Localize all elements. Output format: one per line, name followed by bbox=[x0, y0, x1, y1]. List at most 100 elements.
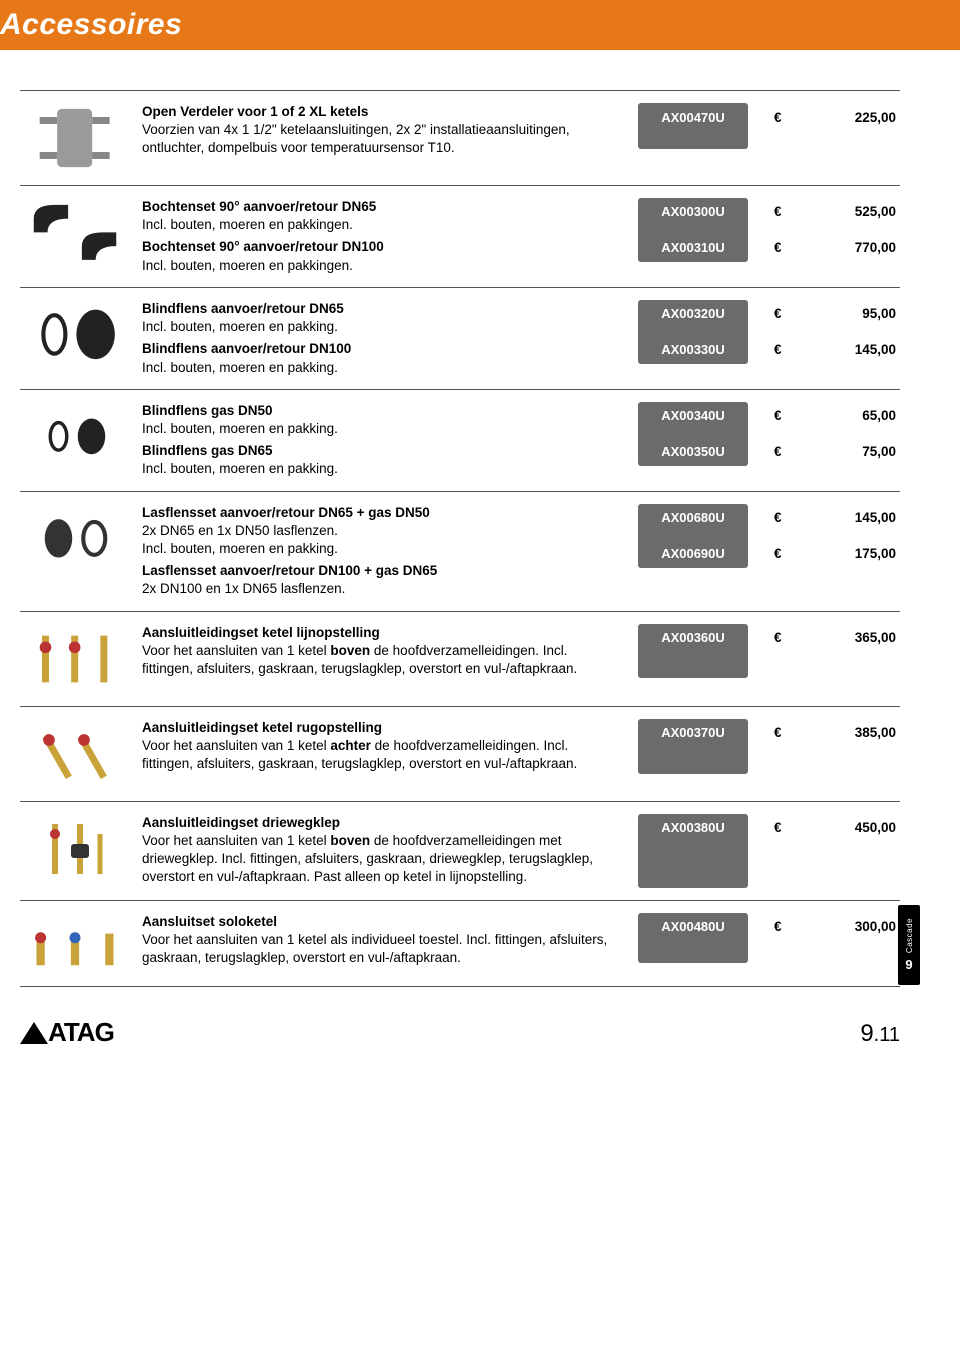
currency-symbol: € bbox=[774, 110, 790, 125]
product-subtext: 2x DN100 en 1x DN65 lasflenzen. bbox=[142, 580, 616, 598]
price-column: €385,00 bbox=[760, 719, 900, 747]
price-amount: 65,00 bbox=[862, 408, 896, 423]
product-subtext: Voor het aansluiten van 1 ketel als indi… bbox=[142, 931, 616, 967]
price-gap bbox=[760, 226, 900, 234]
catalog-row: Open Verdeler voor 1 of 2 XL ketelsVoorz… bbox=[20, 90, 900, 186]
catalog-row: Aansluitleidingset driewegklepVoor het a… bbox=[20, 802, 900, 901]
product-thumb bbox=[20, 300, 130, 369]
product-title: Lasflensset aanvoer/retour DN65 + gas DN… bbox=[142, 505, 430, 520]
product-code: AX00350U bbox=[638, 438, 748, 466]
product-title: Bochtenset 90° aanvoer/retour DN65 bbox=[142, 199, 376, 214]
catalog-row: Blindflens aanvoer/retour DN65 Incl. bout… bbox=[20, 288, 900, 390]
product-description: Aansluitleidingset driewegklepVoor het a… bbox=[142, 814, 626, 887]
code-column: AX00320U AX00330U bbox=[638, 300, 748, 364]
product-thumb bbox=[20, 719, 130, 789]
page-title: Accessoires bbox=[0, 8, 182, 42]
code-column: AX00470U bbox=[638, 103, 748, 149]
product-item: Bochtenset 90° aanvoer/retour DN65 Incl. … bbox=[142, 198, 616, 234]
product-thumb bbox=[20, 913, 130, 975]
product-subtext: Incl. bouten, moeren en pakkingen. bbox=[142, 216, 616, 234]
price-column: €365,00 bbox=[760, 624, 900, 652]
product-item: Aansluitset soloketelVoor het aansluiten… bbox=[142, 913, 616, 968]
price-gap bbox=[760, 532, 900, 540]
price-line: €145,00 bbox=[760, 336, 900, 364]
product-code: AX00680U bbox=[638, 504, 748, 532]
product-code: AX00330U bbox=[638, 336, 748, 364]
product-item: Aansluitleidingset ketel rugopstellingVo… bbox=[142, 719, 616, 774]
product-title: Open Verdeler voor 1 of 2 XL ketels bbox=[142, 104, 368, 119]
logo-text: ATAG bbox=[48, 1017, 114, 1048]
product-item: Blindflens gas DN65Incl. bouten, moeren … bbox=[142, 442, 616, 478]
price-amount: 525,00 bbox=[855, 204, 896, 219]
product-item: Blindflens aanvoer/retour DN65Incl. bout… bbox=[142, 300, 616, 336]
product-item: Open Verdeler voor 1 of 2 XL ketelsVoorz… bbox=[142, 103, 616, 158]
price-line: €95,00 bbox=[760, 300, 900, 328]
code-column: AX00340U AX00350U bbox=[638, 402, 748, 466]
product-description: Blindflens aanvoer/retour DN65 Incl. bout… bbox=[142, 300, 626, 377]
price-column: €450,00 bbox=[760, 814, 900, 842]
catalog-row: Blindflens gas DN50 Incl. bouten, moeren … bbox=[20, 390, 900, 492]
section-tab-label: Cascade bbox=[905, 918, 914, 953]
price-column: €95,00 €145,00 bbox=[760, 300, 900, 364]
currency-symbol: € bbox=[774, 342, 790, 357]
currency-symbol: € bbox=[774, 725, 790, 740]
product-subtext: Incl. bouten, moeren en pakking. bbox=[142, 460, 616, 478]
price-amount: 75,00 bbox=[862, 444, 896, 459]
product-code: AX00310U bbox=[638, 234, 748, 262]
currency-symbol: € bbox=[774, 240, 790, 255]
product-subtext: Incl. bouten, moeren en pakkingen. bbox=[142, 257, 616, 275]
product-code: AX00300U bbox=[638, 198, 748, 226]
code-gap bbox=[638, 226, 748, 234]
currency-symbol: € bbox=[774, 546, 790, 561]
section-tab: Cascade 9 bbox=[898, 905, 920, 985]
product-item: Aansluitleidingset ketel lijnopstellingV… bbox=[142, 624, 616, 679]
code-gap bbox=[638, 430, 748, 438]
product-thumb bbox=[20, 624, 130, 694]
product-title: Blindflens gas DN50 bbox=[142, 403, 273, 418]
product-code: AX00370U bbox=[638, 719, 748, 747]
price-column: €225,00 bbox=[760, 103, 900, 131]
price-amount: 145,00 bbox=[855, 510, 896, 525]
price-line: €175,00 bbox=[760, 540, 900, 568]
product-title: Bochtenset 90° aanvoer/retour DN100 bbox=[142, 239, 384, 254]
price-line: €75,00 bbox=[760, 438, 900, 466]
price-amount: 95,00 bbox=[862, 306, 896, 321]
product-subtext: Incl. bouten, moeren en pakking. bbox=[142, 420, 616, 438]
product-item: Lasflensset aanvoer/retour DN100 + gas D… bbox=[142, 562, 616, 598]
price-amount: 770,00 bbox=[855, 240, 896, 255]
price-amount: 365,00 bbox=[855, 630, 896, 645]
product-subtext: 2x DN65 en 1x DN50 lasflenzen. bbox=[142, 522, 616, 540]
product-code: AX00340U bbox=[638, 402, 748, 430]
product-thumb bbox=[20, 103, 130, 173]
product-code: AX00470U bbox=[638, 103, 748, 131]
brand-logo: ATAG bbox=[20, 1017, 114, 1048]
product-item: Bochtenset 90° aanvoer/retour DN100 Incl.… bbox=[142, 238, 616, 274]
price-column: €145,00 €175,00 bbox=[760, 504, 900, 568]
product-item: Blindflens gas DN50 Incl. bouten, moeren … bbox=[142, 402, 616, 438]
currency-symbol: € bbox=[774, 408, 790, 423]
price-line: €365,00 bbox=[760, 624, 900, 652]
product-subtext: Voor het aansluiten van 1 ketel boven de… bbox=[142, 832, 616, 887]
product-code: AX00380U bbox=[638, 814, 748, 842]
code-column: AX00360U bbox=[638, 624, 748, 679]
code-column: AX00380U bbox=[638, 814, 748, 888]
product-subtext: Incl. bouten, moeren en pakking. bbox=[142, 359, 616, 377]
code-gap bbox=[638, 328, 748, 336]
product-description: Aansluitset soloketelVoor het aansluiten… bbox=[142, 913, 626, 968]
currency-symbol: € bbox=[774, 630, 790, 645]
price-amount: 450,00 bbox=[855, 820, 896, 835]
product-thumb bbox=[20, 198, 130, 267]
header-band: Accessoires bbox=[0, 0, 960, 50]
price-amount: 145,00 bbox=[855, 342, 896, 357]
section-tab-number: 9 bbox=[905, 957, 912, 972]
product-thumb bbox=[20, 402, 130, 471]
product-description: Aansluitleidingset ketel lijnopstellingV… bbox=[142, 624, 626, 679]
catalog-row: Aansluitset soloketelVoor het aansluiten… bbox=[20, 901, 900, 988]
product-title: Blindflens aanvoer/retour DN65 bbox=[142, 301, 344, 316]
product-item: Blindflens aanvoer/retour DN100Incl. bou… bbox=[142, 340, 616, 376]
product-subtext: Voor het aansluiten van 1 ketel achter d… bbox=[142, 737, 616, 773]
price-line: €300,00 bbox=[760, 913, 900, 941]
code-gap bbox=[638, 747, 748, 774]
product-code: AX00320U bbox=[638, 300, 748, 328]
currency-symbol: € bbox=[774, 444, 790, 459]
